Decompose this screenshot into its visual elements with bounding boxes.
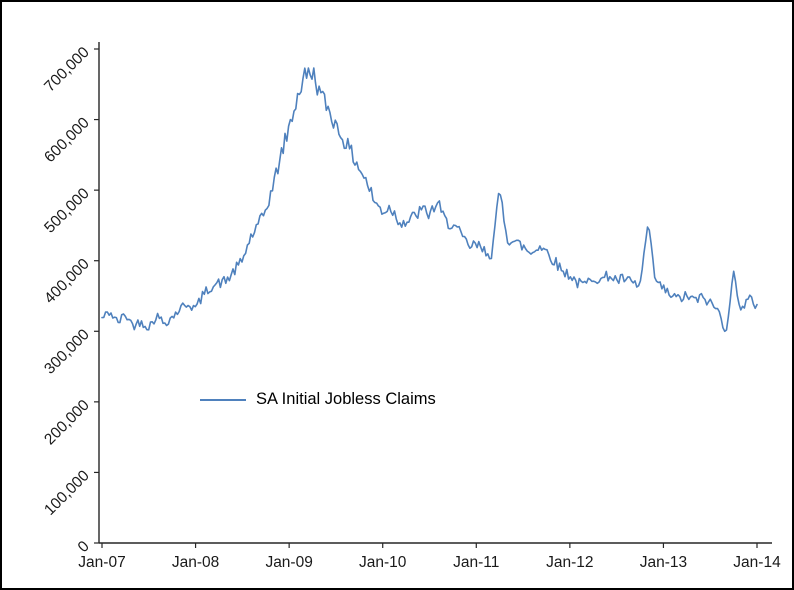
legend-label: SA Initial Jobless Claims xyxy=(256,390,436,408)
x-tick-label: Jan-14 xyxy=(733,554,781,571)
y-tick-label: 300,000 xyxy=(41,326,93,378)
y-tick-label: 200,000 xyxy=(41,396,93,448)
x-tick-label: Jan-13 xyxy=(640,554,687,571)
legend: SA Initial Jobless Claims xyxy=(200,390,436,409)
y-tick-label: 600,000 xyxy=(41,114,93,166)
x-tick-label: Jan-10 xyxy=(359,554,407,571)
y-tick-label: 400,000 xyxy=(41,255,93,307)
x-tick-label: Jan-12 xyxy=(546,554,593,571)
legend-line-swatch xyxy=(200,398,246,401)
y-tick-label: 700,000 xyxy=(41,44,93,96)
series-line xyxy=(101,67,758,333)
y-tick-label: 100,000 xyxy=(41,467,93,519)
x-tick-label: Jan-09 xyxy=(265,554,312,571)
x-tick-label: Jan-11 xyxy=(453,554,499,571)
y-tick-label: 500,000 xyxy=(41,185,93,237)
x-tick-label: Jan-07 xyxy=(78,554,125,571)
x-tick-label: Jan-08 xyxy=(172,554,219,571)
